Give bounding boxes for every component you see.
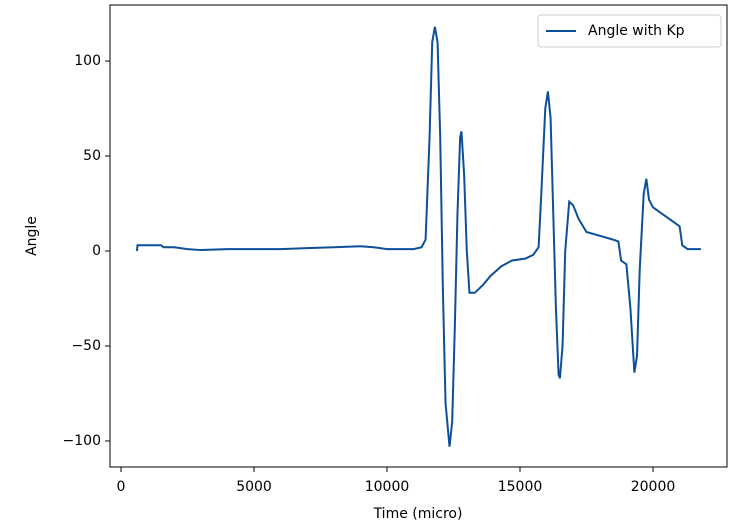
y-axis-label: Angle xyxy=(24,216,40,256)
y-tick-label: 0 xyxy=(92,243,101,259)
x-tick-label: 5000 xyxy=(236,479,272,495)
y-tick-label: −100 xyxy=(63,433,101,449)
x-tick-label: 15000 xyxy=(498,479,543,495)
y-tick-label: −50 xyxy=(71,338,101,354)
x-tick-label: 20000 xyxy=(631,479,676,495)
x-axis-label: Time (micro) xyxy=(373,506,463,522)
legend-box xyxy=(537,14,722,48)
y-tick-label: 50 xyxy=(83,148,101,164)
data-line xyxy=(135,26,701,447)
x-tick-label: 10000 xyxy=(365,479,410,495)
y-tick-label: 100 xyxy=(74,53,101,69)
x-tick-label: 0 xyxy=(117,479,126,495)
legend-label: Angle with Kp xyxy=(588,23,685,39)
plot-frame xyxy=(109,4,728,468)
